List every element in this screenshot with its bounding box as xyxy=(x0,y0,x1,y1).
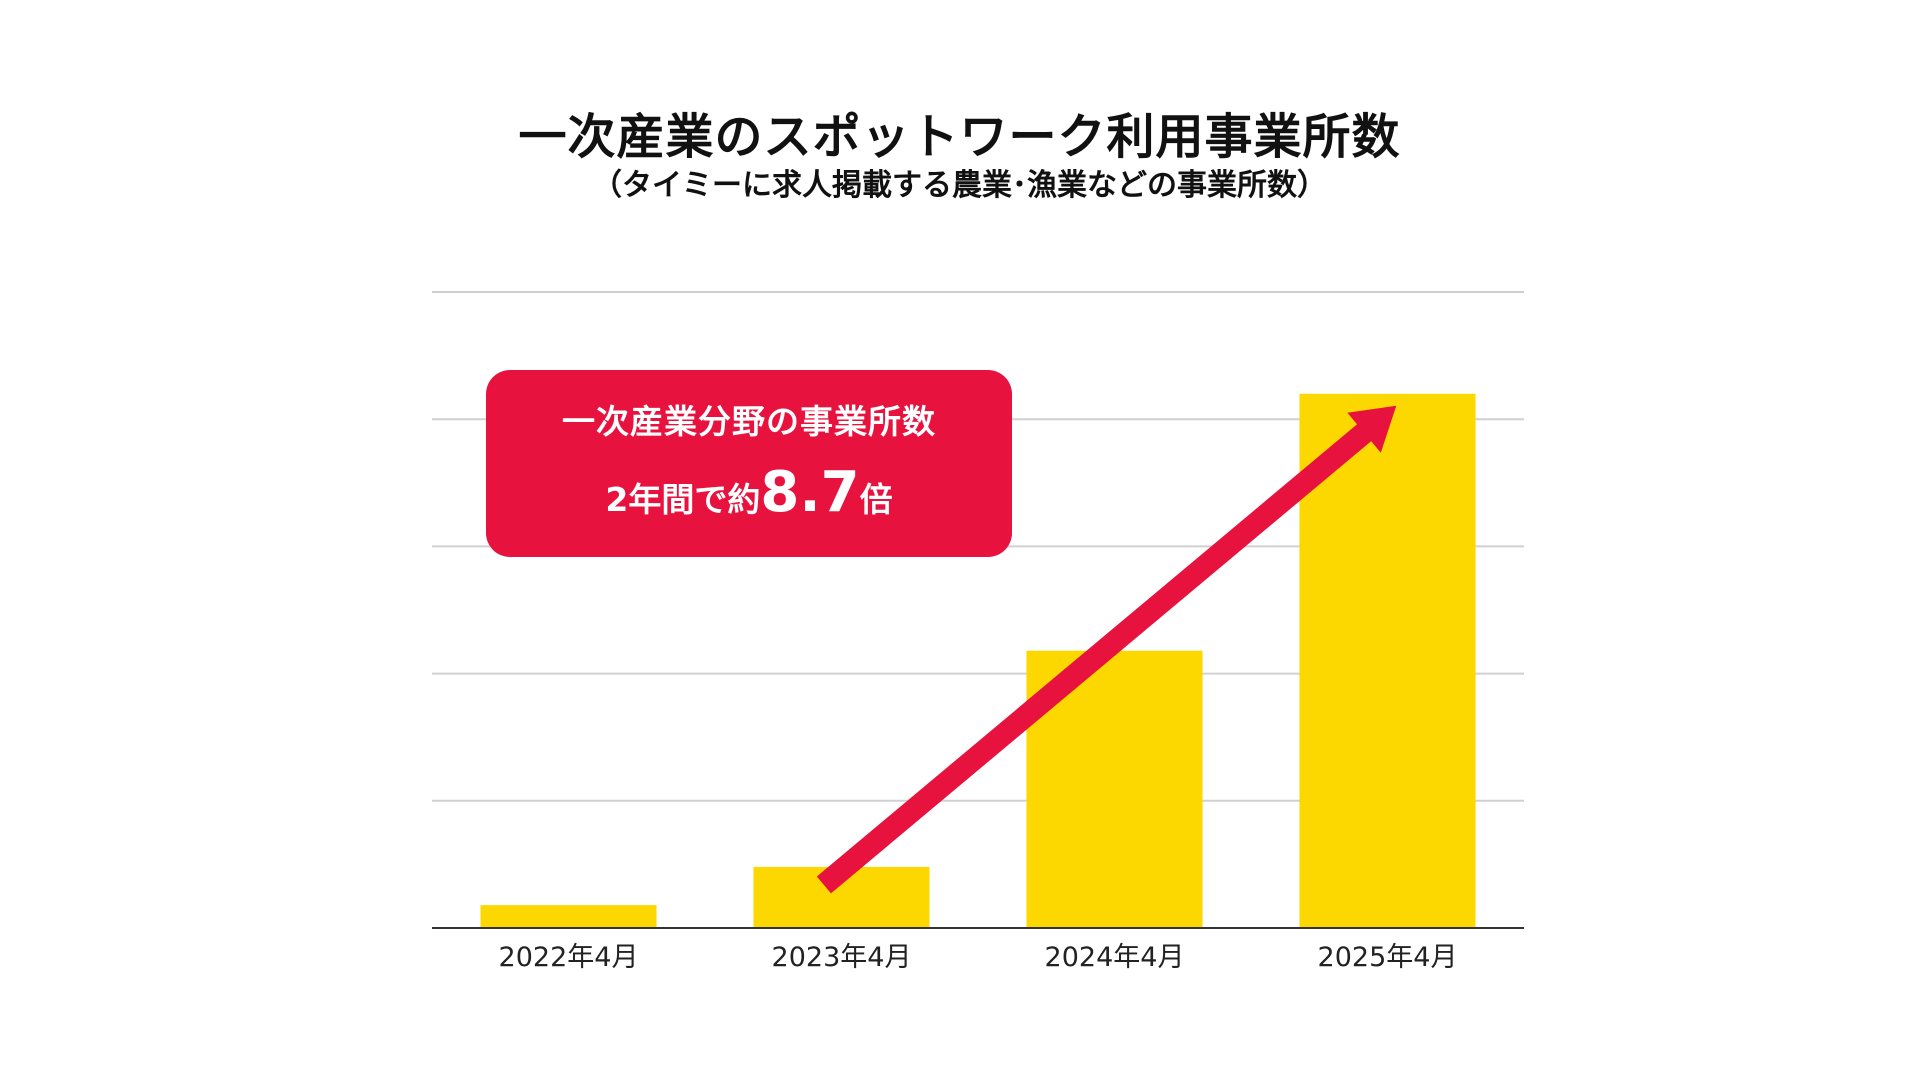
chart-title: 一次産業のスポットワーク利用事業所数 xyxy=(518,109,1401,165)
x-tick-label: 2024年4月 xyxy=(1045,942,1185,973)
growth-arrow-shaft xyxy=(816,421,1375,894)
callout-heading: 一次産業分野の事業所数 xyxy=(562,402,936,441)
bar xyxy=(480,905,657,928)
x-tick-label: 2023年4月 xyxy=(772,942,912,973)
growth-arrow-head xyxy=(1347,405,1397,453)
callout-unit: 倍 xyxy=(859,480,893,519)
chart-subtitle: （タイミーに求人掲載する農業･漁業などの事業所数） xyxy=(592,168,1327,203)
callout-period: 2年間で xyxy=(605,480,728,519)
callout-multiplier: 8.7 xyxy=(760,460,860,525)
x-tick-label: 2022年4月 xyxy=(499,942,639,973)
x-tick-label: 2025年4月 xyxy=(1318,942,1458,973)
growth-callout: 一次産業分野の事業所数 2年間で約8.7倍 xyxy=(486,370,1012,557)
callout-growth-text: 2年間で約8.7倍 xyxy=(486,458,1012,541)
callout-approx: 約 xyxy=(727,480,761,519)
bar xyxy=(1299,393,1476,928)
